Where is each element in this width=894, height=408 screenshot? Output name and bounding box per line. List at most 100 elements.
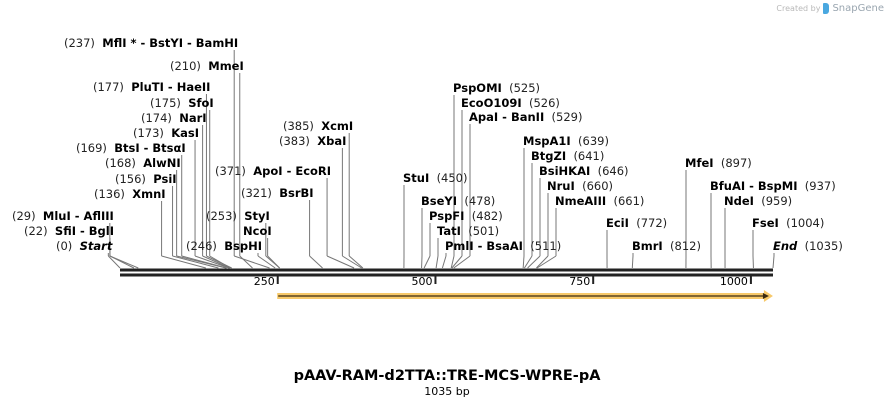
site-enzyme-name: PluTI - HaeII bbox=[131, 80, 211, 94]
site-connector bbox=[176, 255, 227, 269]
restriction-site-label[interactable]: NdeI (959) bbox=[724, 194, 792, 208]
site-position: (29) bbox=[12, 209, 36, 223]
watermark: Created by SnapGene bbox=[776, 3, 884, 14]
site-enzyme-name: End bbox=[773, 239, 798, 253]
restriction-site-label[interactable]: PmlI - BsaAI (511) bbox=[445, 239, 561, 253]
site-position: (660) bbox=[582, 179, 614, 193]
restriction-site-label[interactable]: (385) XcmI bbox=[283, 119, 353, 133]
site-position: (897) bbox=[720, 156, 752, 170]
restriction-site-label[interactable]: (0) Start bbox=[56, 239, 112, 253]
restriction-site-label[interactable]: EcoO109I (526) bbox=[461, 96, 560, 110]
site-position: (525) bbox=[509, 81, 541, 95]
site-connector bbox=[453, 255, 471, 269]
site-connector bbox=[239, 255, 253, 269]
restriction-site-label[interactable]: BseYI (478) bbox=[421, 194, 495, 208]
site-enzyme-name: EcoO109I bbox=[461, 96, 522, 110]
restriction-site-label[interactable]: (22) SfiI - BglI bbox=[24, 224, 114, 238]
restriction-site-label[interactable]: BmrI (812) bbox=[632, 239, 701, 253]
restriction-site-label[interactable]: StuI (450) bbox=[403, 171, 468, 185]
site-enzyme-name: MspA1I bbox=[523, 134, 571, 148]
snapgene-logo-icon bbox=[823, 3, 830, 14]
site-position: (237) bbox=[64, 36, 95, 50]
site-position: (22) bbox=[24, 224, 48, 238]
restriction-site-label[interactable]: BfuAI - BspMI (937) bbox=[710, 179, 836, 193]
restriction-site-label[interactable]: (156) PsiI bbox=[115, 172, 177, 186]
site-enzyme-name: PspFI bbox=[429, 209, 465, 223]
site-position: (812) bbox=[670, 239, 701, 253]
site-enzyme-name: MmeI bbox=[208, 59, 244, 73]
site-position: (450) bbox=[436, 171, 468, 185]
restriction-site-label[interactable]: NmeAIII (661) bbox=[555, 194, 644, 208]
site-enzyme-name: PsiI bbox=[153, 172, 177, 186]
restriction-site-label[interactable]: (173) KasI bbox=[133, 126, 199, 140]
restriction-site-label[interactable]: NcoI bbox=[243, 224, 272, 238]
restriction-site-label[interactable]: BtgZI (641) bbox=[531, 149, 604, 163]
site-enzyme-name: BtsI - BtsαI bbox=[114, 141, 186, 155]
site-position: (246) bbox=[186, 239, 217, 253]
restriction-site-label[interactable]: TatI (501) bbox=[437, 224, 499, 238]
restriction-site-label[interactable]: (169) BtsI - BtsαI bbox=[76, 141, 186, 155]
site-enzyme-name: PspOMI bbox=[453, 81, 502, 95]
restriction-site-label[interactable]: PspOMI (525) bbox=[453, 81, 540, 95]
site-position: (321) bbox=[241, 186, 272, 200]
site-connector bbox=[451, 255, 463, 269]
axis-tick-label: 500 bbox=[411, 275, 433, 288]
site-enzyme-name: EciI bbox=[606, 216, 629, 230]
restriction-site-label[interactable]: FseI (1004) bbox=[752, 216, 824, 230]
restriction-site-label[interactable]: EciI (772) bbox=[606, 216, 667, 230]
restriction-site-label[interactable]: (174) NarI bbox=[141, 111, 207, 125]
restriction-site-label[interactable]: (237) MflI * - BstYI - BamHI bbox=[64, 36, 238, 50]
site-position: (937) bbox=[804, 179, 836, 193]
site-enzyme-name: Start bbox=[79, 239, 113, 253]
site-position: (641) bbox=[573, 149, 605, 163]
restriction-site-label[interactable]: (210) MmeI bbox=[170, 59, 244, 73]
restriction-site-label[interactable]: (253) StyI bbox=[206, 209, 270, 223]
site-enzyme-name: SfoI bbox=[188, 96, 214, 110]
site-enzyme-name: NdeI bbox=[724, 194, 754, 208]
restriction-site-label[interactable]: (321) BsrBI bbox=[241, 186, 314, 200]
site-enzyme-name: BspHI bbox=[224, 239, 262, 253]
restriction-site-label[interactable]: ApaI - BanII (529) bbox=[469, 110, 582, 124]
site-position: (174) bbox=[141, 111, 172, 125]
site-enzyme-name: BmrI bbox=[632, 239, 663, 253]
site-enzyme-name: StuI bbox=[403, 171, 430, 185]
site-position: (210) bbox=[170, 59, 201, 73]
site-enzyme-name: MluI - AflIII bbox=[42, 209, 114, 223]
restriction-site-label[interactable]: (29) MluI - AflIII bbox=[12, 209, 114, 223]
restriction-site-label[interactable]: (175) SfoI bbox=[150, 96, 214, 110]
restriction-site-label[interactable]: PspFI (482) bbox=[429, 209, 503, 223]
site-connector bbox=[107, 255, 121, 269]
restriction-site-label[interactable]: MfeI (897) bbox=[685, 156, 752, 170]
restriction-site-label[interactable]: End (1035) bbox=[773, 239, 843, 253]
site-position: (1004) bbox=[786, 216, 825, 230]
restriction-site-label[interactable]: (168) AlwNI bbox=[105, 156, 181, 170]
site-connector bbox=[631, 255, 634, 269]
site-position: (156) bbox=[115, 172, 146, 186]
restriction-site-label[interactable]: MspA1I (639) bbox=[523, 134, 609, 148]
site-position: (526) bbox=[528, 96, 560, 110]
restriction-site-label[interactable]: BsiHKAI (646) bbox=[539, 164, 629, 178]
site-connector bbox=[536, 255, 557, 269]
site-enzyme-name: NarI bbox=[179, 111, 207, 125]
watermark-prefix: Created by bbox=[776, 4, 821, 13]
restriction-site-label[interactable]: (246) BspHI bbox=[186, 239, 262, 253]
site-connector bbox=[202, 255, 230, 269]
site-connector bbox=[423, 255, 431, 269]
restriction-site-label[interactable]: (177) PluTI - HaeII bbox=[93, 80, 210, 94]
restriction-site-label[interactable]: (371) ApoI - EcoRI bbox=[215, 164, 331, 178]
site-position: (136) bbox=[94, 187, 125, 201]
site-connector bbox=[435, 255, 439, 269]
site-connector bbox=[109, 255, 135, 269]
site-position: (168) bbox=[105, 156, 136, 170]
restriction-site-label[interactable]: (383) XbaI bbox=[279, 134, 346, 148]
site-connector bbox=[172, 255, 219, 269]
site-enzyme-name: BfuAI - BspMI bbox=[710, 179, 798, 193]
site-connector bbox=[326, 255, 355, 269]
restriction-site-label[interactable]: (136) XmnI bbox=[94, 187, 166, 201]
restriction-site-label[interactable]: NruI (660) bbox=[547, 179, 613, 193]
site-position: (529) bbox=[551, 110, 583, 124]
site-position: (482) bbox=[471, 209, 503, 223]
site-position: (646) bbox=[597, 164, 629, 178]
site-enzyme-name: StyI bbox=[244, 209, 270, 223]
axis-tick-label: 750 bbox=[569, 275, 591, 288]
